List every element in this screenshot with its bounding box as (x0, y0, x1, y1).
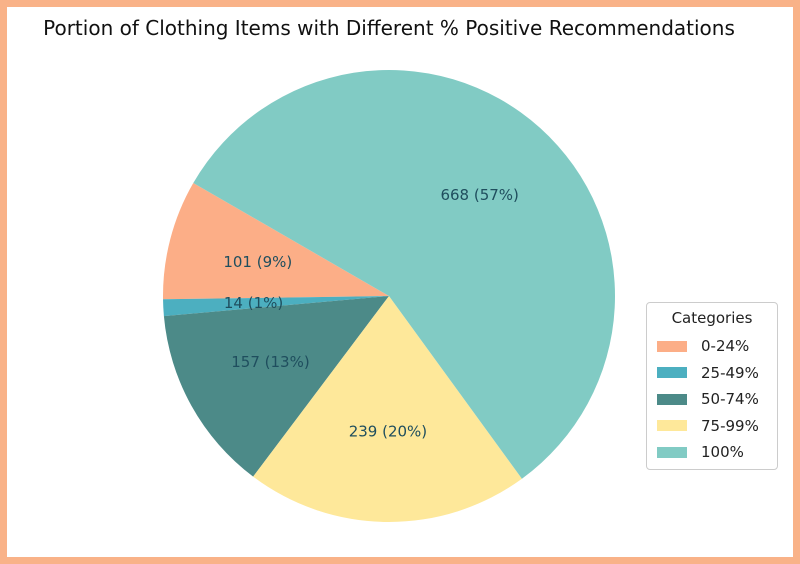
legend-item: 50-74% (655, 386, 769, 413)
legend-item: 75-99% (655, 413, 769, 440)
slice-label: 101 (9%) (223, 253, 292, 271)
legend-label: 0-24% (701, 337, 750, 356)
legend-item: 100% (655, 439, 769, 466)
legend-label: 50-74% (701, 390, 759, 409)
legend-label: 75-99% (701, 416, 759, 435)
pie-slice-0-24% (163, 183, 389, 300)
legend-label: 25-49% (701, 363, 759, 382)
legend-item: 25-49% (655, 360, 769, 387)
legend-swatch (657, 340, 687, 352)
legend-item: 0-24% (655, 333, 769, 360)
pie-slice-25-49% (163, 296, 389, 317)
legend-swatch (657, 446, 687, 458)
legend: Categories 0-24% 25-49% 50-74% 75-99% 100% (646, 302, 778, 470)
slice-label: 14 (1%) (224, 294, 283, 312)
pie-slice-75-99% (253, 296, 522, 523)
pie-slice-100% (193, 70, 615, 479)
legend-label: 100% (701, 443, 744, 462)
slice-label: 239 (20%) (349, 423, 427, 441)
legend-swatch (657, 367, 687, 379)
chart-title: Portion of Clothing Items with Different… (43, 16, 735, 40)
slice-label: 668 (57%) (440, 186, 518, 204)
legend-title: Categories (671, 309, 753, 327)
pie-slice-50-74% (163, 296, 389, 477)
legend-swatch (657, 420, 687, 432)
legend-swatch (657, 393, 687, 405)
slice-label: 157 (13%) (231, 353, 309, 371)
